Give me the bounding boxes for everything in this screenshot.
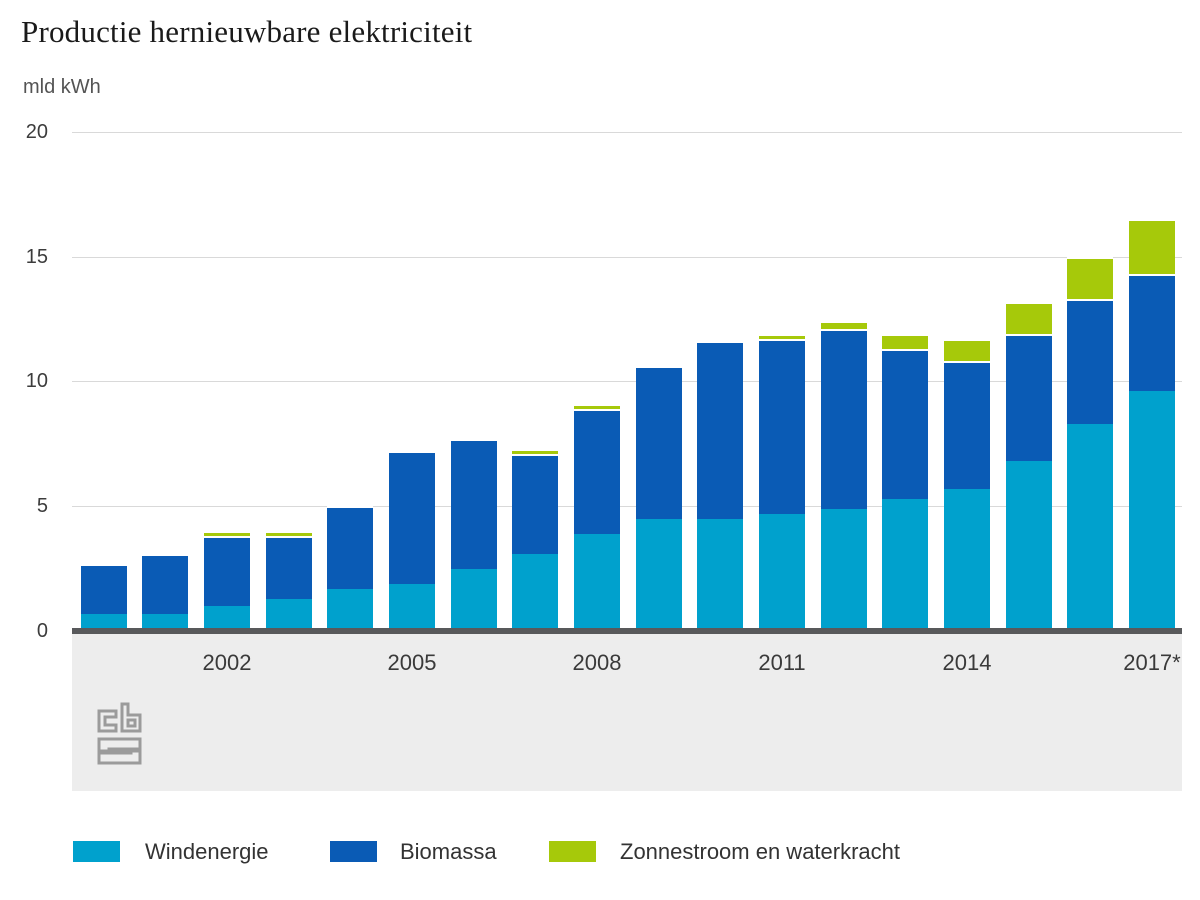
legend-swatch-windenergie <box>73 841 120 862</box>
bar-segment-windenergie-2000 <box>80 613 127 631</box>
y-tick-label: 10 <box>25 370 48 393</box>
bar-segment-windenergie-2015 <box>1005 461 1052 631</box>
bar-segment-biomassa-2006 <box>450 438 497 569</box>
gridline <box>72 131 1182 133</box>
bar-segment-biomassa-2011 <box>759 338 805 514</box>
gridline <box>72 506 1182 508</box>
bar-segment-zonnestroom-en-waterkracht-2007 <box>512 448 559 454</box>
x-tick-label-2014: 2014 <box>942 650 992 675</box>
bar-segment-biomassa-2007 <box>512 453 559 554</box>
bar-segment-zonnestroom-en-waterkracht-2002 <box>204 531 251 537</box>
bar-segment-windenergie-2014 <box>943 488 990 631</box>
bar-segment-windenergie-2010 <box>697 518 744 631</box>
y-tick-label: 15 <box>25 245 48 268</box>
bar-segment-biomassa-2013 <box>882 348 929 499</box>
y-tick-label: 5 <box>36 495 48 518</box>
legend-label-windenergie: Windenergie <box>145 839 269 864</box>
x-axis-panel <box>72 634 1182 791</box>
legend-label-biomassa: Biomassa <box>400 839 497 864</box>
x-tick-label-2002: 2002 <box>202 650 252 675</box>
x-tick-label-2011: 2011 <box>758 650 806 675</box>
bar-segment-zonnestroom-en-waterkracht-2015 <box>1005 301 1052 334</box>
x-tick-label-2005: 2005 <box>387 650 437 675</box>
y-tick-label: 0 <box>36 620 48 642</box>
bar-segment-windenergie-2001 <box>142 613 189 631</box>
bar-segment-windenergie-2003 <box>265 598 312 631</box>
bar-segment-biomassa-2002 <box>204 536 251 607</box>
bar-segment-windenergie-2009 <box>635 518 682 631</box>
bar-segment-windenergie-2008 <box>574 533 620 631</box>
bar-segment-zonnestroom-en-waterkracht-2003 <box>265 531 312 537</box>
bar-segment-zonnestroom-en-waterkracht-2016 <box>1067 256 1114 300</box>
bar-segment-biomassa-2003 <box>265 536 312 599</box>
legend-swatch-zonnestroom-en-waterkracht <box>549 841 596 862</box>
gridline <box>72 381 1182 383</box>
legend-label-zonnestroom-en-waterkracht: Zonnestroom en waterkracht <box>620 839 901 864</box>
bar-segment-zonnestroom-en-waterkracht-2012 <box>820 321 867 329</box>
bar-segment-biomassa-2015 <box>1005 333 1052 462</box>
bar-segment-windenergie-2012 <box>820 508 867 631</box>
bar-segment-windenergie-2011 <box>759 513 805 631</box>
bar-segment-zonnestroom-en-waterkracht-2011 <box>759 333 805 339</box>
bar-segment-biomassa-2014 <box>943 361 990 489</box>
y-tick-label: 20 <box>25 120 48 143</box>
y-axis-unit-label: mld kWh <box>23 76 101 98</box>
bar-segment-zonnestroom-en-waterkracht-2005 <box>389 448 436 452</box>
legend-swatch-biomassa <box>330 841 377 862</box>
bar-segment-zonnestroom-en-waterkracht-2017 <box>1128 219 1175 275</box>
bar-segment-windenergie-2004 <box>327 588 374 631</box>
x-tick-label-2017: 2017* <box>1123 650 1181 675</box>
bar-segment-zonnestroom-en-waterkracht-2008 <box>574 403 620 409</box>
gridline <box>72 256 1182 258</box>
bar-segment-windenergie-2013 <box>882 498 929 631</box>
bar-segment-biomassa-2004 <box>327 506 374 589</box>
bar-segment-biomassa-2016 <box>1067 299 1114 424</box>
bar-segment-biomassa-2012 <box>820 328 867 509</box>
bar-segment-biomassa-2017 <box>1128 274 1175 392</box>
bar-segment-windenergie-2002 <box>204 606 251 631</box>
cbs-logo-icon <box>97 702 142 765</box>
bar-segment-biomassa-2009 <box>635 366 682 519</box>
bar-segment-windenergie-2005 <box>389 583 436 631</box>
x-axis-line <box>72 628 1182 634</box>
bar-segment-windenergie-2007 <box>512 553 559 631</box>
bar-segment-windenergie-2006 <box>450 568 497 631</box>
bar-segment-biomassa-2001 <box>142 553 189 614</box>
x-tick-label-2008: 2008 <box>572 650 622 675</box>
bar-segment-biomassa-2010 <box>697 341 744 519</box>
bar-segment-biomassa-2000 <box>80 563 127 614</box>
bar-segment-windenergie-2016 <box>1067 423 1114 631</box>
bar-segment-biomassa-2008 <box>574 408 620 534</box>
bar-segment-zonnestroom-en-waterkracht-2014 <box>943 338 990 362</box>
bar-segment-zonnestroom-en-waterkracht-2013 <box>882 333 929 349</box>
bar-segment-windenergie-2017 <box>1128 391 1175 631</box>
chart-title: Productie hernieuwbare elektriciteit <box>21 14 473 49</box>
bar-segment-biomassa-2005 <box>389 451 436 584</box>
